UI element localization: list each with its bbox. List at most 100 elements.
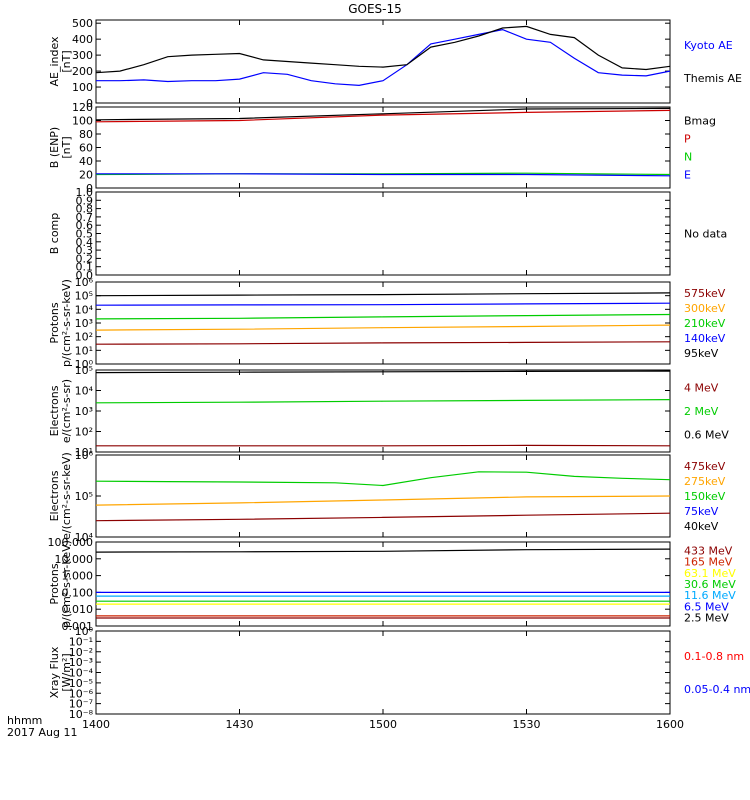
x-tick-label: 1430 (226, 718, 254, 731)
y-tick-label: 100.000 (48, 536, 94, 549)
y-tick-label: 10⁻⁷ (69, 698, 93, 711)
legend-entry: N (684, 151, 692, 164)
series-line-150kev (96, 471, 670, 487)
series-line-300kev (96, 324, 670, 331)
y-tick-label: 20 (79, 169, 93, 182)
legend-entry: 11.6 MeV (684, 589, 736, 602)
panel-frame (95, 191, 671, 276)
series-line-210kev (96, 313, 670, 320)
y-tick-label: 10⁴ (75, 531, 94, 544)
x-axis-label-date: 2017 Aug 11 (7, 726, 77, 739)
x-tick-label: 1500 (369, 718, 397, 731)
y-tick-label: 10³ (75, 317, 93, 330)
legend-entry: Themis AE (683, 72, 742, 85)
y-axis-unit: [nT] (60, 136, 73, 158)
y-axis-label: Protons (48, 563, 61, 604)
panel-electrons_mev: 10¹ 10² 10³ 10⁴ 10⁵ Electrons e/(cm²-s-sr) 4 Me… (48, 364, 729, 459)
y-axis-label: Xray Flux (48, 646, 61, 698)
legend-entry: 4 MeV (684, 382, 719, 395)
y-tick-label: 1.0 (76, 186, 94, 199)
y-axis-label: B (ENP) (48, 127, 61, 168)
legend-entry: 0.6 MeV (684, 428, 729, 441)
y-tick-label: 10⁻² (69, 646, 93, 659)
y-axis-unit: [nT] (60, 50, 73, 72)
y-tick-label: 60 (79, 142, 93, 155)
legend-entry: 0.05-0.4 nm (684, 683, 750, 696)
legend-entry: 275keV (684, 475, 726, 488)
y-tick-label: 0.010 (62, 603, 94, 616)
legend-entry: 63.1 MeV (684, 567, 736, 580)
chart-title: GOES-15 (348, 2, 402, 16)
y-axis-unit: p/(cm²-s-sr-keV) (60, 540, 73, 628)
y-tick-label: 10¹ (75, 446, 93, 459)
y-axis-label: Electrons (48, 385, 61, 436)
y-tick-label: 0.6 (76, 219, 94, 232)
legend-entry: 30.6 MeV (684, 578, 736, 591)
y-tick-label: 0.100 (62, 586, 94, 599)
x-tick-label: 1600 (656, 718, 684, 731)
legend-entry: 475keV (684, 460, 726, 473)
y-tick-label: 10¹ (75, 344, 93, 357)
y-axis-label: Electrons (48, 470, 61, 521)
y-tick-label: 40 (79, 155, 93, 168)
y-tick-label: 10⁶ (75, 276, 94, 289)
legend-entry: P (684, 133, 691, 146)
series-line-bmag (96, 107, 670, 121)
legend-entry: Bmag (684, 115, 716, 128)
y-tick-label: 10⁴ (75, 385, 94, 398)
series-line-275kev (96, 495, 670, 506)
panel-frame (95, 369, 671, 453)
y-tick-label: 0.0 (76, 269, 94, 282)
series-line-140kev (96, 302, 670, 306)
legend-entry: 140keV (684, 332, 726, 345)
y-tick-label: 120 (72, 101, 93, 114)
y-tick-label: 10⁻¹ (69, 635, 93, 648)
series-line-2-5-mev (96, 548, 670, 553)
legend-entry: 75keV (684, 505, 719, 518)
legend-entry: 165 MeV (684, 556, 733, 569)
series-line-575kev (96, 341, 670, 345)
x-tick-label: 1400 (82, 718, 110, 731)
legend-entry: 0.1-0.8 nm (684, 650, 744, 663)
y-tick-label: 10² (75, 331, 93, 344)
y-tick-label: 0 (86, 97, 93, 110)
legend-entry: 95keV (684, 347, 719, 360)
y-tick-label: 10² (75, 426, 93, 439)
y-axis-label: B comp (48, 213, 61, 255)
y-tick-label: 0.2 (76, 252, 94, 265)
legend-entry: 210keV (684, 317, 726, 330)
panel-protons_mev: 0.001 0.010 0.100 1.000 10.000 100.000 Protons… (48, 536, 737, 633)
x-tick-label: 1530 (513, 718, 541, 731)
legend-entry: No data (684, 228, 727, 241)
legend-entry: 433 MeV (684, 544, 733, 557)
y-tick-label: 10⁵ (75, 290, 93, 303)
y-tick-label: 10⁵ (75, 490, 93, 503)
y-tick-label: 0.9 (76, 194, 94, 207)
y-tick-label: 10⁻³ (69, 656, 93, 669)
y-axis-unit: p/(cm²-s-sr-keV) (60, 279, 73, 367)
x-axis-label-hhmm: hhmm (7, 714, 42, 727)
y-tick-label: 200 (72, 65, 93, 78)
series-line-0-6-mev (96, 370, 670, 374)
y-tick-label: 500 (72, 17, 93, 30)
y-tick-label: 0.8 (76, 203, 94, 216)
panel-ae: 0 100 200 300 400 500 AE_index [nT] Kyoto AE Them… (48, 17, 742, 110)
series-line-p (96, 109, 670, 123)
legend-entry: 2 MeV (684, 405, 719, 418)
panel-bcomp: 0.00.10.20.30.40.50.60.70.80.91.0 B comp N… (48, 186, 727, 282)
panel-electrons_kev: 10⁴ 10⁵ 10⁶ Electrons e/(cm²-s-sr-keV) 475keV… (48, 449, 726, 544)
panel-frame (95, 541, 671, 627)
y-tick-label: 100 (72, 115, 93, 128)
legend-entry: 150keV (684, 490, 726, 503)
y-tick-label: 10⁻⁴ (69, 667, 94, 680)
y-tick-label: 10⁶ (75, 449, 94, 462)
legend-entry: 2.5 MeV (684, 612, 729, 625)
y-tick-label: 0.5 (76, 228, 94, 241)
panel-frame (95, 19, 671, 104)
y-tick-label: 10⁻⁵ (69, 677, 93, 690)
y-tick-label: 10⁰ (75, 625, 94, 638)
y-axis-unit: e/(cm²-s-sr) (60, 379, 73, 443)
y-tick-label: 400 (72, 33, 93, 46)
y-axis-label: AE_index (48, 36, 61, 87)
